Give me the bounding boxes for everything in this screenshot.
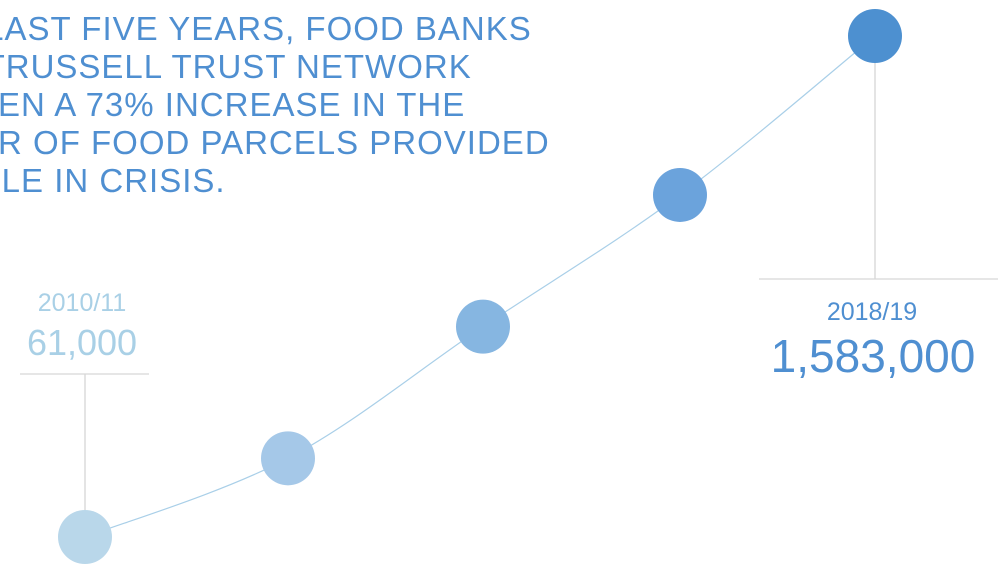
data-point-1 — [58, 510, 112, 564]
callout-value-end: 1,583,000 — [771, 330, 976, 382]
headline-line: SEEN A 73% INCREASE IN THE — [0, 86, 466, 123]
headline-line: BER OF FOOD PARCELS PROVIDED — [0, 124, 550, 161]
data-point-3 — [456, 299, 510, 354]
headline-text: E LAST FIVE YEARS, FOOD BANKS E TRUSSELL… — [0, 10, 550, 200]
data-point-2 — [261, 431, 315, 486]
callout-value-start: 61,000 — [27, 322, 137, 363]
callout-period-end: 2018/19 — [827, 298, 917, 326]
headline-line: OPLE IN CRISIS. — [0, 162, 226, 199]
callout-period-start: 2010/11 — [38, 289, 127, 317]
headline-line: E LAST FIVE YEARS, FOOD BANKS — [0, 10, 532, 47]
headline-line: E TRUSSELL TRUST NETWORK — [0, 48, 472, 85]
growth-curve — [84, 35, 876, 538]
data-point-5 — [848, 9, 902, 63]
data-point-4 — [653, 167, 707, 222]
